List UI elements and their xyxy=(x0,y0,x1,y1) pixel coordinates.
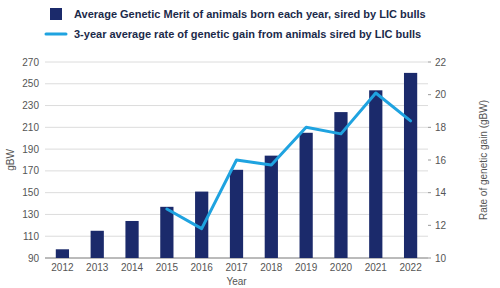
y-tick-label: 270 xyxy=(22,57,39,68)
y2-tick xyxy=(428,94,431,95)
y2-tick-label: 14 xyxy=(435,187,447,198)
y-tick-label: 190 xyxy=(22,144,39,155)
x-axis-title: Year xyxy=(226,276,247,287)
y2-tick xyxy=(428,62,431,63)
bar xyxy=(369,90,382,258)
y-tick-label: 250 xyxy=(22,78,39,89)
y-tick-label: 210 xyxy=(22,122,39,133)
y-tick-label: 170 xyxy=(22,165,39,176)
y2-tick xyxy=(428,160,431,161)
x-tick-label: 2015 xyxy=(156,262,179,273)
y-tick-label: 90 xyxy=(28,253,40,264)
line xyxy=(167,93,411,229)
legend-label: Average Genetic Merit of animals born ea… xyxy=(74,8,426,20)
y2-axis-title: Rate of genetic gain (gBW) xyxy=(478,100,489,220)
chart: 90 110 130 150 170 190 210 230 250 270 10 12 14 16 18 2… xyxy=(0,0,500,288)
legend-swatch xyxy=(46,33,66,36)
y2-tick-label: 18 xyxy=(435,122,447,133)
x-tick-label: 2020 xyxy=(330,262,353,273)
y-axis-title: gBW xyxy=(5,149,16,171)
bar xyxy=(404,73,417,258)
bar xyxy=(56,249,69,258)
page: {"chart_data": {"type": "bar", "categori… xyxy=(0,0,500,288)
y2-tick-label: 16 xyxy=(435,155,447,166)
legend-swatch xyxy=(50,8,62,20)
x-tick-label: 2017 xyxy=(225,262,248,273)
x-tick-label: 2021 xyxy=(365,262,388,273)
y2-tick xyxy=(428,192,431,193)
grid-line xyxy=(45,62,428,63)
bar xyxy=(230,170,243,258)
y-tick-label: 230 xyxy=(22,100,39,111)
y2-tick-label: 20 xyxy=(435,89,447,100)
y2-tick xyxy=(428,258,431,259)
y2-tick-label: 22 xyxy=(435,57,447,68)
bar xyxy=(160,207,173,258)
y-tick-label: 130 xyxy=(22,209,39,220)
x-tick-label: 2018 xyxy=(260,262,283,273)
bar xyxy=(300,133,313,258)
y2-tick-label: 12 xyxy=(435,220,447,231)
grid-line xyxy=(45,83,428,84)
y2-tick xyxy=(428,127,431,128)
bar xyxy=(91,231,104,258)
bar xyxy=(125,221,138,258)
x-tick-label: 2012 xyxy=(51,262,74,273)
y-tick-label: 150 xyxy=(22,187,39,198)
x-tick-label: 2022 xyxy=(399,262,422,273)
y2-tick xyxy=(428,225,431,226)
grid xyxy=(45,62,428,258)
plot-marks xyxy=(56,73,417,258)
y2-tick-label: 10 xyxy=(435,253,447,264)
x-tick-label: 2014 xyxy=(121,262,144,273)
bar xyxy=(265,156,278,258)
x-tick-label: 2013 xyxy=(86,262,109,273)
x-tick-label: 2016 xyxy=(191,262,214,273)
x-tick-label: 2019 xyxy=(295,262,318,273)
y-tick-label: 110 xyxy=(23,231,39,242)
legend: Average Genetic Merit of animals born ea… xyxy=(46,8,426,40)
legend-label: 3-year average rate of genetic gain from… xyxy=(74,28,421,40)
